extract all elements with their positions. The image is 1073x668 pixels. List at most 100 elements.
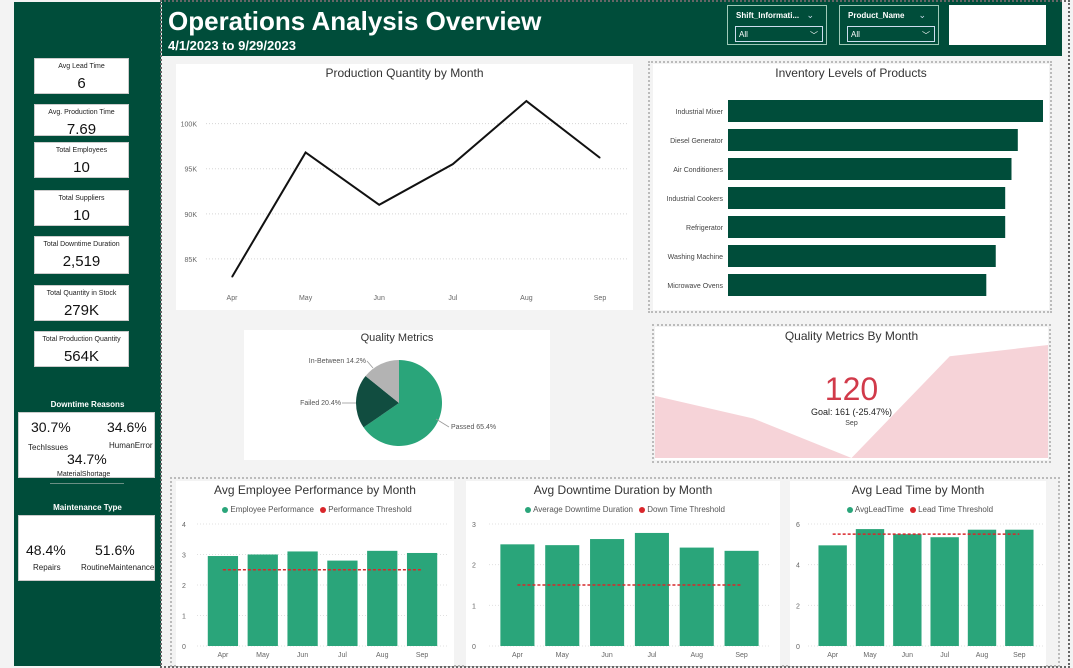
downtime-bar-chart[interactable]: 0 1 2 3 Apr May Jun Jul Aug Sep: [466, 481, 780, 666]
report-border: [160, 0, 1070, 668]
chevron-down-icon[interactable]: ⌄: [918, 10, 926, 20]
legend-series: AvgLeadTime: [854, 505, 904, 514]
legend-threshold: Lead Time Threshold: [918, 505, 994, 514]
inventory-bar: [728, 245, 996, 267]
kpi-card[interactable]: Avg Lead Time 6: [34, 58, 129, 94]
inventory-bar: [728, 216, 1006, 238]
chevron-down-icon: ﹀: [810, 31, 818, 40]
production-line: [231, 99, 601, 278]
human-error-pct: 34.6%: [107, 419, 147, 435]
x-tick-label: Aug: [520, 295, 533, 302]
pie-slice: [363, 360, 442, 446]
bar: [500, 544, 535, 646]
downtime-panel[interactable]: Avg Downtime Duration by Month Average D…: [466, 481, 780, 666]
x-tick-label: Aug: [976, 652, 989, 659]
quality-month-frame: [652, 324, 1051, 463]
bar: [1005, 529, 1034, 646]
quality-panel[interactable]: Quality Metrics Passed 65.4% Failed 20.4%…: [244, 330, 550, 460]
maintenance-type-card[interactable]: 48.4% Repairs 51.6% RoutineMaintenance: [18, 515, 155, 581]
quality-kpi-value: 120: [824, 371, 879, 407]
y-tick-label: 0: [182, 644, 186, 651]
quality-month-panel[interactable]: Quality Metrics By Month 120 Goal: 161 (…: [655, 327, 1048, 460]
quality-period: Sep: [845, 420, 858, 427]
kpi-value: 279K: [63, 302, 100, 319]
x-tick-label: Apr: [827, 652, 839, 659]
quality-goal: Goal: 161 (-25.47%): [810, 407, 893, 417]
inventory-bar: [728, 129, 1018, 151]
employee-panel[interactable]: Avg Employee Performance by Month Employ…: [176, 481, 454, 666]
page-title: Operations Analysis Overview: [168, 6, 542, 36]
bar: [724, 550, 759, 646]
y-tick-label: 1: [182, 614, 186, 621]
kpi-label: Total Downtime Duration: [43, 241, 120, 248]
kpi-card[interactable]: Total Employees 10: [34, 142, 129, 178]
production-panel[interactable]: Production Quantity by Month 85K 90K 95K 10…: [176, 64, 633, 310]
kpi-card[interactable]: Total Production Quantity 564K: [34, 331, 129, 367]
shift-slicer[interactable]: Shift_Informati... ⌄ All ﹀: [727, 5, 827, 45]
downtime-reasons-card[interactable]: 30.7% TechIssues 34.6% HumanError 34.7% …: [18, 412, 155, 478]
quality-title: Quality Metrics: [360, 332, 434, 344]
kpi-card[interactable]: Total Suppliers 10: [34, 190, 129, 226]
inventory-bar: [728, 100, 1043, 122]
y-tick-label: 6: [796, 522, 800, 529]
inventory-bar: [728, 274, 987, 296]
quality-month-area-chart[interactable]: [655, 327, 1048, 460]
leader-line: [366, 360, 374, 369]
x-tick-label: Aug: [691, 652, 704, 659]
category-label: Air Conditioners: [673, 167, 723, 174]
bar: [287, 551, 318, 646]
x-tick-label: Aug: [376, 652, 389, 659]
product-slicer[interactable]: Product_Name ⌄ All ﹀: [839, 5, 939, 45]
y-tick-label: 85K: [185, 257, 198, 264]
x-tick-label: Jul: [647, 652, 656, 659]
quality-pie-chart[interactable]: Passed 65.4% Failed 20.4% In-Between 14.2%: [244, 330, 550, 460]
bar: [893, 534, 922, 646]
x-tick-label: Sep: [735, 652, 748, 659]
shift-slicer-dropdown[interactable]: All ﹀: [735, 26, 823, 42]
kpi-label: Total Production Quantity: [42, 336, 121, 343]
inventory-panel[interactable]: Inventory Levels of Products Industrial …: [653, 64, 1049, 310]
x-tick-label: Jul: [338, 652, 347, 659]
downtime-legend: Average Downtime Duration Down Time Thre…: [466, 505, 780, 514]
x-tick-label: Sep: [1013, 652, 1026, 659]
maintenance-type-title: Maintenance Type: [53, 503, 122, 512]
x-tick-label: Apr: [217, 652, 229, 659]
routine-maintenance-pct: 51.6%: [95, 542, 135, 558]
y-tick-label: 0: [472, 644, 476, 651]
x-tick-label: Sep: [594, 295, 607, 302]
employee-bar-chart[interactable]: 0 1 2 3 4 Apr May Jun Jul Aug Sep: [176, 481, 454, 666]
bar: [818, 545, 847, 646]
product-slicer-dropdown[interactable]: All ﹀: [847, 26, 935, 42]
kpi-value: 564K: [63, 348, 100, 365]
kpi-value: 2,519: [62, 253, 101, 270]
x-tick-label: Sep: [416, 652, 429, 659]
leadtime-bar-chart[interactable]: 0 2 4 6 Apr May Jun Jul Aug Sep: [790, 481, 1046, 666]
quality-month-title: Quality Metrics By Month: [784, 329, 919, 343]
x-tick-label: Apr: [512, 652, 524, 659]
legend-threshold: Down Time Threshold: [647, 505, 725, 514]
data-point: [525, 100, 527, 102]
kpi-value: 10: [73, 159, 90, 176]
x-tick-label: May: [863, 652, 877, 659]
kpi-card[interactable]: Total Downtime Duration 2,519: [34, 236, 129, 274]
header-bar: Operations Analysis Overview 4/1/2023 to…: [162, 0, 1062, 56]
y-tick-label: 95K: [185, 167, 198, 174]
y-tick-label: 0: [796, 644, 800, 651]
production-line-chart[interactable]: 85K 90K 95K 100K Apr May Jun Jul Aug Sep: [176, 64, 633, 310]
inventory-bar-chart[interactable]: Industrial Mixer Diesel Generator Air Cond…: [653, 64, 1049, 310]
slice-label: Failed 20.4%: [300, 400, 341, 407]
inventory-bar: [728, 187, 1006, 209]
blank-card: [949, 5, 1046, 45]
y-tick-label: 2: [472, 563, 476, 570]
category-label: Washing Machine: [668, 254, 723, 261]
bar: [545, 545, 580, 646]
leadtime-title: Avg Lead Time by Month: [851, 483, 985, 497]
kpi-card[interactable]: Avg. Production Time 7.69: [34, 104, 129, 138]
bar: [930, 537, 959, 646]
kpi-label: Total Suppliers: [58, 195, 105, 202]
y-tick-label: 2: [182, 583, 186, 590]
kpi-card[interactable]: Total Quantity in Stock 279K: [34, 285, 129, 321]
chevron-down-icon[interactable]: ⌄: [806, 10, 814, 20]
leadtime-panel[interactable]: Avg Lead Time by Month AvgLeadTime Lead …: [790, 481, 1046, 666]
